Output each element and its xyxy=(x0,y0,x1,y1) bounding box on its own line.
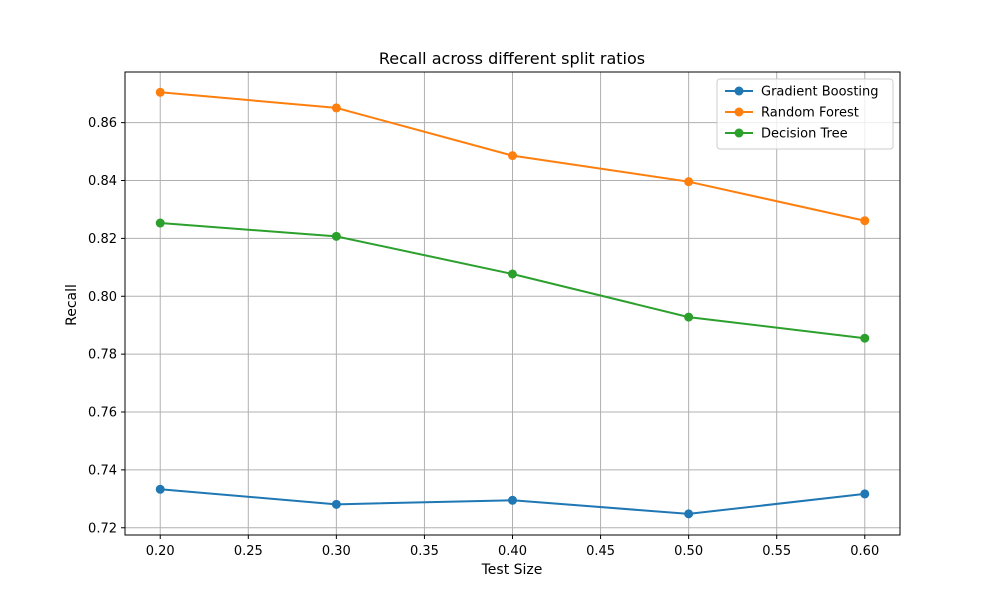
x-tick-label: 0.40 xyxy=(498,544,527,559)
y-tick-label: 0.74 xyxy=(88,463,117,478)
x-tick-label: 0.20 xyxy=(146,544,175,559)
grid-layer xyxy=(125,72,900,535)
legend-marker-decision-tree xyxy=(734,128,744,138)
data-point-gradient-boosting xyxy=(508,495,517,505)
y-tick-label: 0.84 xyxy=(88,174,117,189)
data-point-decision-tree xyxy=(155,218,165,228)
data-point-decision-tree xyxy=(684,312,694,322)
data-point-decision-tree xyxy=(860,333,870,343)
legend-label-gradient-boosting: Gradient Boosting xyxy=(761,85,879,100)
x-tick-label: 0.60 xyxy=(850,544,879,559)
legend-label-decision-tree: Decision Tree xyxy=(761,127,848,142)
x-tick-label: 0.55 xyxy=(762,544,791,559)
data-point-random-forest xyxy=(860,216,870,226)
data-point-decision-tree xyxy=(508,269,517,279)
series-layer xyxy=(155,87,870,519)
data-point-gradient-boosting xyxy=(684,509,694,519)
data-point-gradient-boosting xyxy=(331,499,341,509)
x-axis-title: Test Size xyxy=(481,562,543,578)
legend-marker-random-forest xyxy=(734,107,744,117)
legend: Gradient Boosting Random Forest Decision T… xyxy=(716,78,894,150)
data-point-random-forest xyxy=(331,103,341,113)
x-tick-label: 0.30 xyxy=(322,544,351,559)
y-axis-title: Recall xyxy=(64,284,80,326)
y-tick-label: 0.76 xyxy=(88,406,117,421)
legend-box xyxy=(716,78,894,150)
y-tick-label: 0.72 xyxy=(88,521,117,536)
data-point-decision-tree xyxy=(331,231,341,241)
x-tick-label: 0.50 xyxy=(674,544,703,559)
data-point-gradient-boosting xyxy=(860,489,870,499)
y-tick-label: 0.86 xyxy=(88,116,117,131)
legend-marker-gradient-boosting xyxy=(734,86,744,96)
y-tick-label: 0.80 xyxy=(88,290,117,305)
data-point-random-forest xyxy=(155,87,165,97)
chart-title: Recall across different split ratios xyxy=(379,49,645,68)
data-point-gradient-boosting xyxy=(155,484,165,494)
x-tick-label: 0.25 xyxy=(234,544,263,559)
y-tick-label: 0.82 xyxy=(88,232,117,247)
x-tick-label: 0.45 xyxy=(586,544,615,559)
data-point-random-forest xyxy=(684,177,694,187)
data-point-random-forest xyxy=(508,151,517,161)
tick-layer: 0.20 0.25 0.30 0.35 0.40 0.45 0.50 0.55 0.60 0.72… xyxy=(88,116,879,559)
y-tick-label: 0.78 xyxy=(88,348,117,363)
x-tick-label: 0.35 xyxy=(410,544,439,559)
legend-label-random-forest: Random Forest xyxy=(761,106,859,121)
